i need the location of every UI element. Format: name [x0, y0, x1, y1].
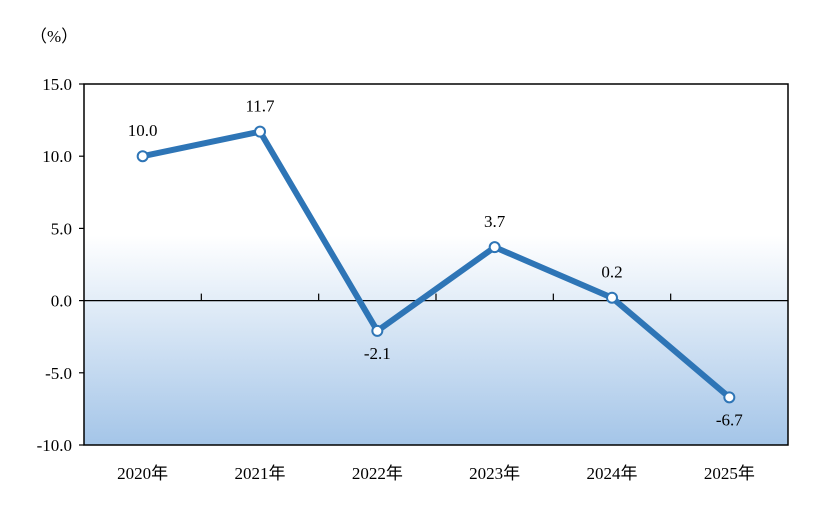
series-polyline	[139, 128, 733, 401]
data-point	[606, 291, 618, 304]
data-point	[136, 150, 149, 163]
labels: 15.0 10.0 5.0 0.0 -5.0 -10.0 2020年 2021年 2022年 20…	[37, 75, 755, 483]
y-tick-label: -5.0	[45, 364, 72, 383]
series-line	[136, 125, 736, 404]
y-tick-label: 0.0	[51, 292, 72, 311]
data-label: -2.1	[364, 344, 391, 363]
data-label: 0.2	[601, 263, 622, 282]
data-label: 11.7	[245, 97, 275, 116]
y-tick-label: 15.0	[42, 75, 72, 94]
data-point	[488, 241, 501, 254]
x-tick-label: 2022年	[352, 464, 403, 483]
data-label: -6.7	[716, 410, 743, 429]
plot-background	[84, 84, 788, 445]
axes	[79, 83, 788, 446]
data-point	[254, 125, 266, 138]
data-point	[371, 324, 384, 337]
x-tick-label: 2024年	[587, 464, 638, 483]
x-tick-label: 2021年	[235, 464, 286, 483]
y-unit-label: （%）	[30, 27, 78, 46]
plot-frame	[83, 83, 789, 446]
data-point	[723, 391, 736, 404]
y-tick-label: 5.0	[51, 219, 72, 238]
data-label: 10.0	[128, 121, 158, 140]
data-label: 3.7	[484, 212, 506, 231]
y-tick-label: 10.0	[42, 147, 72, 166]
x-tick-label: 2023年	[469, 464, 520, 483]
y-tick-label: -10.0	[37, 436, 72, 455]
x-tick-label: 2025年	[704, 464, 755, 483]
x-tick-label: 2020年	[117, 464, 168, 483]
